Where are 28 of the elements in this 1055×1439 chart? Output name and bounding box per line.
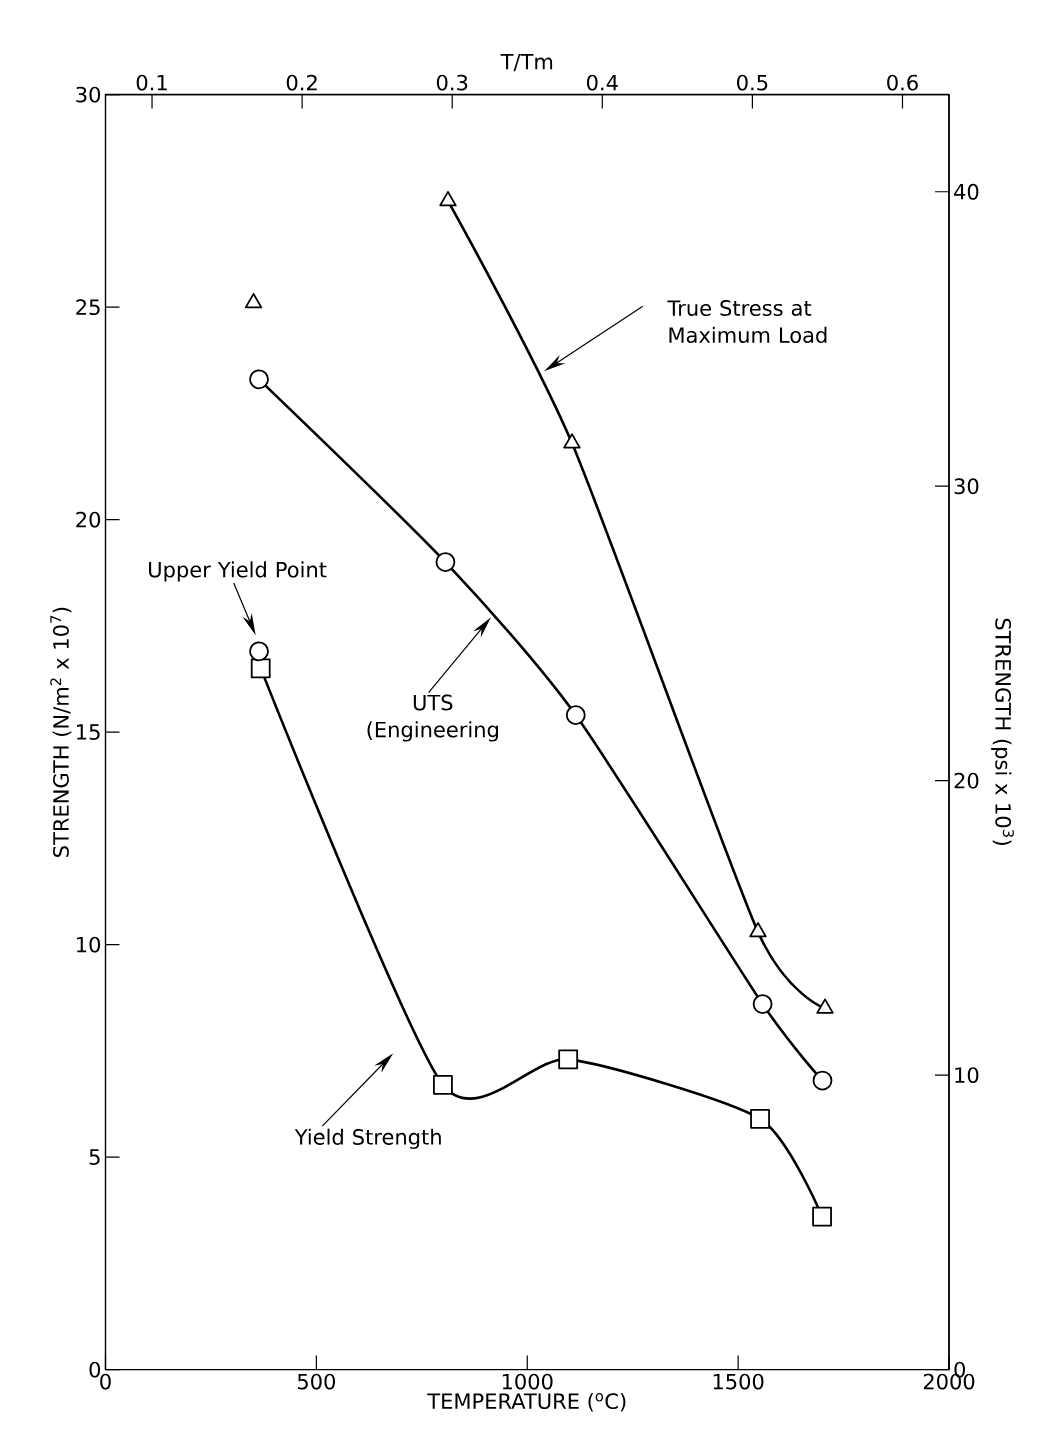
y2-axis-title: STRENGTH (psi x 10$^{3}$) <box>991 618 1014 845</box>
y-tick-label: 15 <box>77 724 100 740</box>
x2-tick-label: 0.6 <box>887 74 918 91</box>
annotation: UTS (Engineering <box>367 694 498 742</box>
y2-tick-label: 30 <box>954 478 979 495</box>
x-tick-label: 1000 <box>502 1373 553 1390</box>
y2-tick-label: 10 <box>955 1067 979 1084</box>
y-tick-label: 20 <box>76 511 101 528</box>
y-tick-label: 5 <box>89 1149 100 1165</box>
x-axis-title: TEMPERATURE ($^{o}$C) <box>427 1392 626 1412</box>
x2-tick-label: 0.4 <box>586 74 618 91</box>
y-tick-label: 30 <box>76 86 101 103</box>
x-tick-label: 500 <box>297 1373 336 1390</box>
x2-tick-label: 0.5 <box>737 74 768 91</box>
x2-tick-label: 0.2 <box>286 74 317 91</box>
y-tick-label: 25 <box>76 299 100 316</box>
y-tick-label: 0 <box>89 1361 101 1378</box>
x2-tick-label: 0.3 <box>436 74 468 91</box>
x2-tick-label: 0.1 <box>136 74 167 91</box>
y2-tick-label: 20 <box>954 772 979 789</box>
annotation: True Stress at Maximum Load <box>667 300 827 343</box>
y-axis-title: STRENGTH (N/m$^{2}$ x 10$^{7}$) <box>50 607 72 857</box>
annotation: Yield Strength <box>294 1128 441 1149</box>
y2-tick-label: 40 <box>954 183 979 200</box>
x-tick-label: 1500 <box>713 1373 764 1390</box>
y-tick-label: 10 <box>77 936 101 953</box>
annotation: Upper Yield Point <box>149 561 327 582</box>
x2-axis-title: T/Tm <box>500 54 553 72</box>
